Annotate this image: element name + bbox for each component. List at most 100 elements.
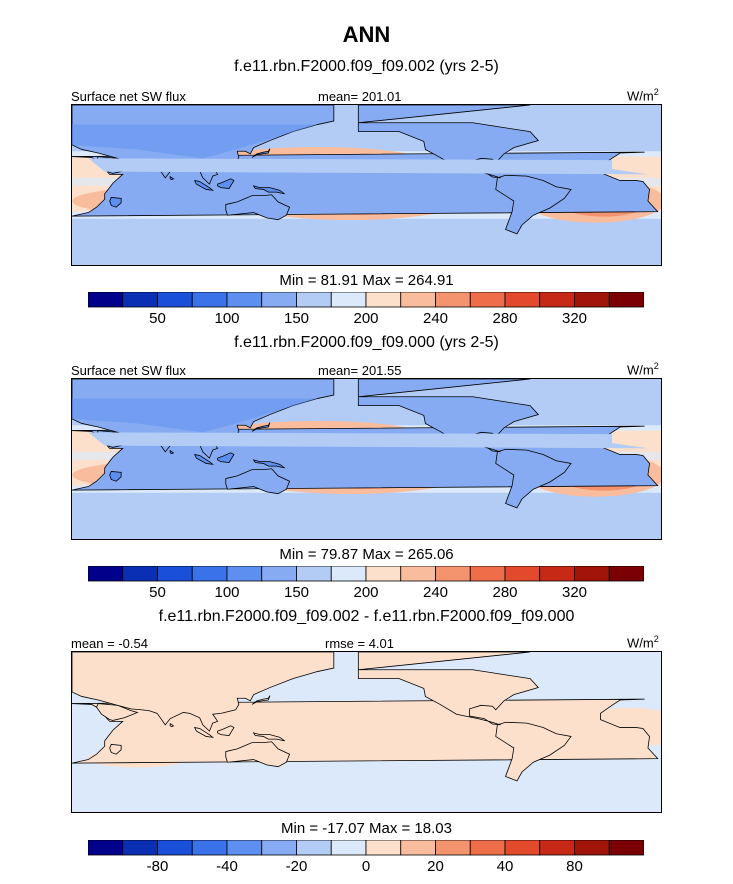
colorbar-swatch	[574, 566, 610, 582]
colorbar-swatch	[296, 840, 332, 856]
colorbar-tick-label: 100	[214, 310, 239, 327]
colorbar-tick-label: 280	[492, 310, 517, 327]
colorbar-tick-label: 50	[149, 584, 166, 601]
panel3-minmax: Min = -17.07 Max = 18.03	[281, 820, 452, 837]
island-sumatra	[193, 727, 215, 738]
colorbar-tick-label: 200	[353, 310, 378, 327]
panel2-colorbar: 50 100 150 200 240 280 320	[88, 566, 644, 602]
panel1-map	[71, 104, 662, 266]
colorbar-swatch	[574, 292, 610, 308]
colorbar-swatch	[296, 292, 332, 308]
island-borneo	[217, 178, 235, 189]
colorbar-swatch	[157, 566, 193, 582]
panel2-minmax: Min = 79.87 Max = 265.06	[279, 546, 454, 563]
colorbar-swatch	[400, 840, 436, 856]
colorbar-swatch	[191, 292, 228, 308]
panel1-case-title: f.e11.rbn.F2000.f09_f09.002 (yrs 2-5)	[234, 58, 499, 75]
island-newguinea	[252, 732, 285, 742]
island-newguinea	[252, 185, 285, 195]
colorbar-tick-label: 100	[214, 584, 239, 601]
colorbar-swatch	[88, 840, 124, 856]
colorbar-swatch	[365, 566, 402, 582]
colorbar-tick-label: 280	[492, 584, 517, 601]
colorbar-swatch	[365, 840, 402, 856]
colorbar-swatch	[226, 292, 263, 308]
colorbar-swatch	[504, 292, 541, 308]
colorbar-swatch	[504, 840, 541, 856]
panel2-map	[71, 378, 662, 540]
island-borneo	[217, 725, 235, 736]
island-japan	[251, 695, 271, 705]
panel2-units: W/m2	[627, 361, 659, 378]
figure-title: ANN	[342, 22, 391, 47]
colorbar-swatch	[261, 292, 297, 308]
colorbar-swatch	[122, 566, 158, 582]
island-madagascar	[109, 744, 122, 755]
colorbar-tick-label: -40	[216, 858, 238, 875]
island-madagascar	[109, 471, 122, 482]
island-sumatra	[193, 454, 215, 465]
colorbar-swatch	[330, 292, 367, 308]
panel3-case-title: f.e11.rbn.F2000.f09_f09.002 - f.e11.rbn.…	[158, 608, 575, 625]
island-sri-lanka	[169, 175, 175, 181]
colorbar-tick-label: -80	[147, 858, 169, 875]
panel3-left-label: mean = -0.54	[71, 636, 148, 651]
colorbar-swatch	[191, 840, 228, 856]
island-madagascar	[109, 197, 122, 208]
colorbar-swatch	[435, 292, 471, 308]
colorbar-swatch	[296, 566, 332, 582]
colorbar-swatch	[122, 840, 158, 856]
panel1-units: W/m2	[627, 87, 659, 104]
panel2-center-label: mean= 201.55	[318, 363, 402, 378]
colorbar-swatch	[226, 566, 263, 582]
colorbar-swatch	[88, 292, 124, 308]
colorbar-tick-label: 40	[497, 858, 514, 875]
colorbar-swatch	[539, 566, 575, 582]
island-japan	[251, 148, 271, 158]
colorbar-tick-label: 0	[362, 858, 370, 875]
panel1-left-label: Surface net SW flux	[71, 89, 186, 104]
colorbar-swatch	[365, 292, 402, 308]
colorbar-swatch	[122, 292, 158, 308]
colorbar-swatch	[261, 840, 297, 856]
colorbar-swatch	[400, 292, 436, 308]
colorbar-swatch	[330, 840, 367, 856]
island-newguinea	[252, 459, 285, 469]
colorbar-swatch	[435, 840, 471, 856]
colorbar-swatch	[435, 566, 471, 582]
panel3-units: W/m2	[627, 634, 659, 651]
colorbar-swatch	[469, 292, 506, 308]
colorbar-swatch	[469, 566, 506, 582]
panel1-colorbar: 50 100 150 200 240 280 320	[88, 292, 644, 328]
colorbar-tick-label: 240	[423, 584, 448, 601]
island-sumatra	[193, 180, 215, 191]
panel3-map	[71, 651, 662, 813]
panel3-colorbar: -80 -40 -20 0 20 40 80	[88, 840, 644, 876]
colorbar-tick-label: 20	[427, 858, 444, 875]
colorbar-swatch	[574, 840, 610, 856]
panel1-minmax: Min = 81.91 Max = 264.91	[279, 272, 454, 289]
island-sri-lanka	[169, 449, 175, 455]
panel1-center-label: mean= 201.01	[318, 89, 402, 104]
colorbar-tick-label: 200	[353, 584, 378, 601]
panel3-center-label: rmse = 4.01	[325, 636, 395, 651]
colorbar-swatch	[226, 840, 263, 856]
island-borneo	[217, 452, 235, 463]
colorbar-swatch	[400, 566, 436, 582]
colorbar-tick-label: -20	[286, 858, 308, 875]
colorbar-tick-label: 150	[284, 310, 309, 327]
colorbar-swatch	[88, 566, 124, 582]
colorbar-tick-label: 240	[423, 310, 448, 327]
colorbar-swatch	[504, 566, 541, 582]
colorbar-swatch	[608, 840, 644, 856]
panel2-case-title: f.e11.rbn.F2000.f09_f09.000 (yrs 2-5)	[234, 334, 499, 351]
panel2-left-label: Surface net SW flux	[71, 363, 186, 378]
island-japan	[251, 422, 271, 432]
island-sri-lanka	[169, 722, 175, 728]
colorbar-swatch	[608, 292, 644, 308]
colorbar-swatch	[539, 840, 575, 856]
colorbar-swatch	[261, 566, 297, 582]
colorbar-swatch	[191, 566, 228, 582]
colorbar-tick-label: 320	[562, 310, 587, 327]
colorbar-swatch	[469, 840, 506, 856]
